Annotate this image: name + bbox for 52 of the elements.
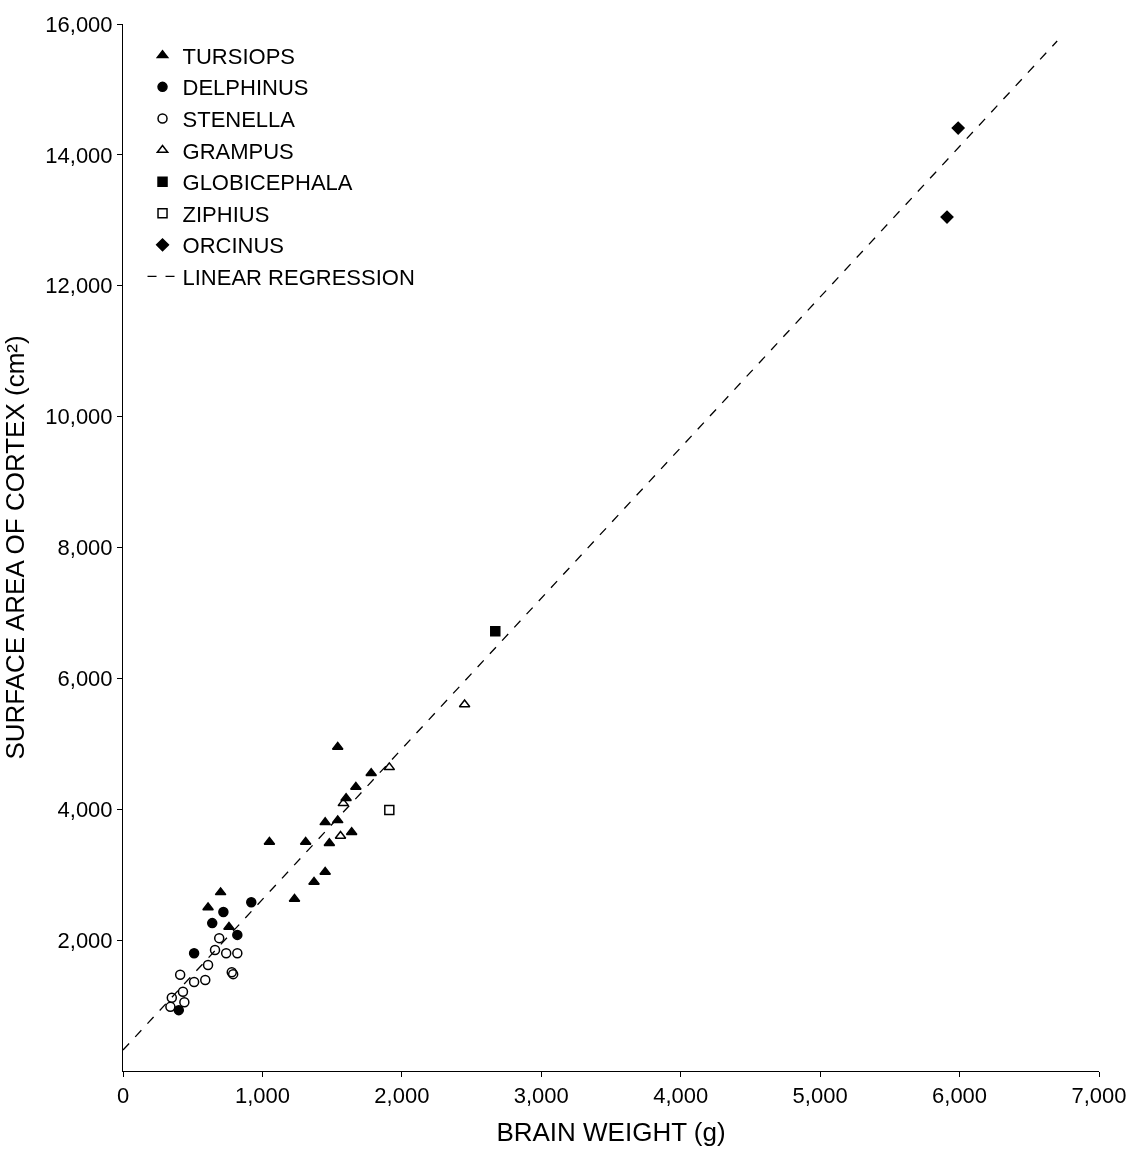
x-tick-label: 5,000 — [792, 1083, 848, 1109]
y-tick-label: 2,000 — [57, 927, 113, 953]
point — [209, 944, 221, 956]
legend-label: GLOBICEPHALA — [182, 170, 353, 196]
x-tick-label: 3,000 — [513, 1083, 569, 1109]
point — [200, 974, 211, 986]
point — [188, 976, 200, 988]
point — [177, 986, 189, 998]
y-tick-label: 16,000 — [45, 11, 113, 37]
y-tick-label: 10,000 — [45, 404, 113, 430]
legend-label: GRAMPUS — [182, 138, 294, 164]
point — [223, 921, 235, 931]
point — [331, 741, 344, 751]
legend-label: DELPHINUS — [182, 75, 309, 101]
x-tick-label: 6,000 — [932, 1083, 988, 1109]
legend-label: LINEAR REGRESSION — [182, 265, 415, 291]
y-tick-label: 4,000 — [57, 796, 113, 822]
x-tick-label: 1,000 — [234, 1083, 290, 1109]
point — [384, 804, 395, 816]
y-tick-label: 14,000 — [45, 142, 113, 168]
point — [166, 992, 178, 1003]
point — [188, 947, 200, 959]
x-tick-label: 0 — [116, 1083, 130, 1109]
point — [232, 929, 243, 941]
point — [308, 876, 320, 885]
legend-label: ZIPHIUS — [182, 201, 270, 227]
point — [202, 902, 214, 911]
y-tick-label: 12,000 — [45, 273, 113, 299]
point — [220, 947, 232, 959]
x-tick-label: 7,000 — [1071, 1083, 1127, 1109]
x-tick-label: 4,000 — [653, 1083, 709, 1109]
y-tick-label: 6,000 — [57, 666, 113, 692]
point — [179, 997, 190, 1008]
x-axis-title: BRAIN WEIGHT (g) — [496, 1117, 726, 1148]
point — [213, 932, 225, 944]
point — [232, 947, 243, 959]
point — [202, 959, 214, 971]
y-axis-title: SURFACE AREA OF CORTEX (cm²) — [0, 335, 30, 760]
point — [218, 906, 229, 918]
legend-label: ORCINUS — [182, 233, 284, 259]
point — [174, 969, 186, 981]
legend-label: TURSIOPS — [182, 43, 295, 69]
point — [319, 866, 332, 876]
point — [334, 830, 347, 840]
point — [490, 626, 501, 637]
point — [206, 917, 218, 929]
x-tick-label: 2,000 — [374, 1083, 430, 1109]
y-tick-label: 8,000 — [57, 535, 113, 561]
point — [345, 826, 358, 836]
point — [246, 896, 257, 908]
legend-label: STENELLA — [182, 107, 296, 133]
point — [165, 1001, 176, 1013]
